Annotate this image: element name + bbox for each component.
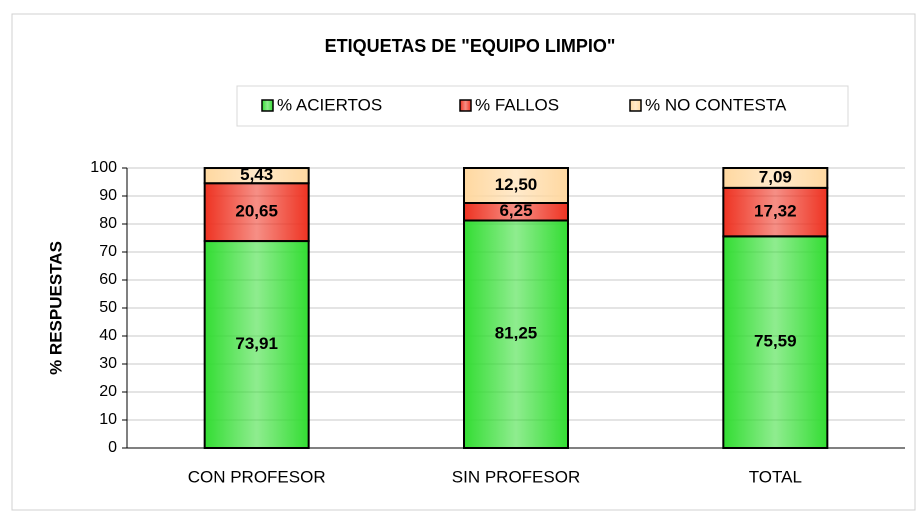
bar-segment (722, 235, 829, 449)
data-label: 73,91 (235, 334, 278, 353)
data-label: 12,50 (495, 175, 538, 194)
y-axis-label: % RESPUESTAS (46, 241, 65, 375)
legend-box (236, 85, 849, 127)
legend-swatch (261, 99, 274, 112)
bar-segment (203, 167, 310, 185)
data-label: 81,25 (495, 324, 538, 343)
legend-label: % NO CONTESTA (645, 95, 787, 114)
legend-label: % FALLOS (475, 95, 559, 114)
data-label: 6,25 (499, 201, 532, 220)
y-tick-label: 40 (99, 327, 117, 344)
y-tick-label: 90 (99, 187, 117, 204)
y-tick-label: 80 (99, 215, 117, 232)
bar-segment (463, 219, 569, 449)
chart-title: ETIQUETAS DE "EQUIPO LIMPIO" (325, 36, 616, 56)
y-tick-label: 10 (99, 411, 117, 428)
x-tick-label: SIN PROFESOR (452, 467, 580, 486)
y-tick-label: 0 (108, 439, 117, 456)
y-tick-label: 20 (99, 383, 117, 400)
data-label: 7,09 (759, 167, 792, 186)
y-tick-label: 50 (99, 299, 117, 316)
y-tick-label: 60 (99, 271, 117, 288)
y-tick-label: 100 (90, 159, 117, 176)
x-tick-label: TOTAL (749, 467, 802, 486)
x-tick-label: CON PROFESOR (188, 467, 326, 486)
legend-label: % ACIERTOS (277, 95, 382, 114)
data-label: 17,32 (754, 202, 797, 221)
bar-segment (463, 167, 569, 204)
bar-segment (722, 167, 829, 189)
y-tick-label: 70 (99, 243, 117, 260)
legend-swatch (459, 99, 472, 112)
legend-swatch (629, 99, 642, 112)
data-label: 20,65 (235, 202, 278, 221)
y-tick-label: 30 (99, 355, 117, 372)
data-label: 75,59 (754, 332, 797, 351)
data-label: 5,43 (240, 165, 273, 184)
